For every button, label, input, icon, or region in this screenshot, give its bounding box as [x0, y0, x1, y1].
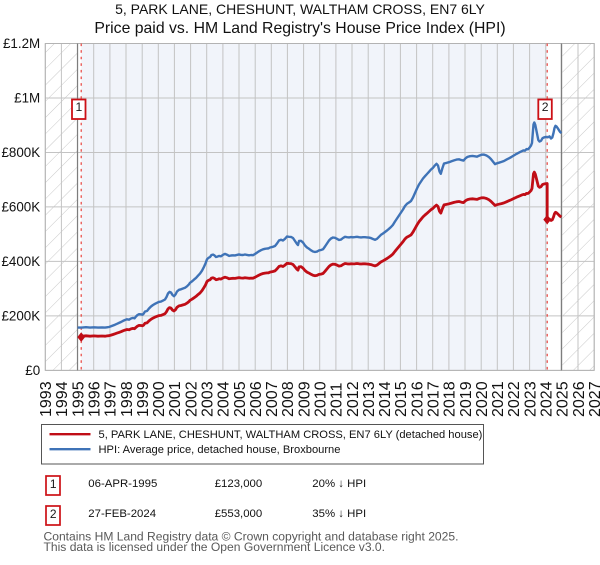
svg-text:2019: 2019	[458, 381, 475, 417]
svg-text:2003: 2003	[200, 381, 217, 417]
svg-text:2001: 2001	[167, 381, 184, 417]
svg-text:5, PARK LANE, CHESHUNT, WALTHA: 5, PARK LANE, CHESHUNT, WALTHAM CROSS, E…	[115, 1, 485, 17]
svg-text:27-FEB-2024: 27-FEB-2024	[88, 508, 156, 520]
svg-text:2009: 2009	[296, 381, 313, 417]
svg-text:1995: 1995	[70, 381, 87, 417]
svg-text:£0: £0	[25, 363, 40, 378]
svg-text:2020: 2020	[474, 381, 491, 417]
svg-text:Price paid vs. HM Land Registr: Price paid vs. HM Land Registry's House …	[94, 20, 505, 37]
svg-text:2000: 2000	[151, 381, 168, 417]
svg-text:2025: 2025	[555, 381, 572, 417]
svg-text:£400K: £400K	[1, 254, 40, 269]
svg-text:2016: 2016	[409, 381, 426, 417]
svg-text:2004: 2004	[216, 381, 233, 417]
svg-text:£1M: £1M	[14, 91, 40, 106]
svg-text:£1.2M: £1.2M	[3, 36, 40, 51]
svg-text:2002: 2002	[183, 381, 200, 417]
svg-text:1994: 1994	[54, 381, 71, 417]
svg-text:2008: 2008	[280, 381, 297, 417]
svg-text:2027: 2027	[587, 381, 600, 417]
svg-text:2026: 2026	[571, 381, 588, 417]
svg-text:1996: 1996	[87, 381, 104, 417]
svg-text:20% ↓ HPI: 20% ↓ HPI	[312, 478, 366, 490]
svg-text:Contains HM Land Registry data: Contains HM Land Registry data © Crown c…	[44, 530, 459, 544]
svg-text:2014: 2014	[377, 381, 394, 417]
svg-text:2015: 2015	[393, 381, 410, 417]
svg-text:2017: 2017	[426, 381, 443, 417]
svg-text:2010: 2010	[313, 381, 330, 417]
svg-text:1997: 1997	[103, 381, 120, 417]
svg-text:2005: 2005	[232, 381, 249, 417]
svg-text:2022: 2022	[506, 381, 523, 417]
svg-text:2013: 2013	[361, 381, 378, 417]
svg-text:2021: 2021	[490, 381, 507, 417]
svg-text:£123,000: £123,000	[215, 478, 263, 490]
svg-text:5, PARK LANE, CHESHUNT, WALTHA: 5, PARK LANE, CHESHUNT, WALTHAM CROSS, E…	[99, 429, 483, 441]
svg-text:35% ↓ HPI: 35% ↓ HPI	[312, 508, 366, 520]
svg-text:£600K: £600K	[1, 200, 40, 215]
svg-text:£553,000: £553,000	[215, 508, 263, 520]
svg-text:£200K: £200K	[1, 309, 40, 324]
svg-text:2024: 2024	[539, 381, 556, 417]
svg-text:£800K: £800K	[1, 145, 40, 160]
svg-text:1999: 1999	[135, 381, 152, 417]
svg-text:2011: 2011	[329, 382, 346, 417]
svg-text:1: 1	[50, 477, 57, 491]
svg-text:2007: 2007	[264, 381, 281, 417]
svg-text:2012: 2012	[345, 381, 362, 417]
svg-text:2: 2	[542, 100, 549, 114]
svg-text:2: 2	[50, 507, 57, 521]
svg-text:1: 1	[76, 100, 83, 114]
svg-text:2023: 2023	[522, 381, 539, 417]
svg-text:1993: 1993	[38, 381, 55, 417]
svg-text:2006: 2006	[248, 381, 265, 417]
svg-text:2018: 2018	[442, 381, 459, 417]
svg-text:06-APR-1995: 06-APR-1995	[88, 478, 157, 490]
svg-text:This data is licensed under th: This data is licensed under the Open Gov…	[44, 540, 386, 554]
svg-text:1998: 1998	[119, 381, 136, 417]
svg-text:HPI: Average price, detached h: HPI: Average price, detached house, Brox…	[99, 444, 341, 456]
